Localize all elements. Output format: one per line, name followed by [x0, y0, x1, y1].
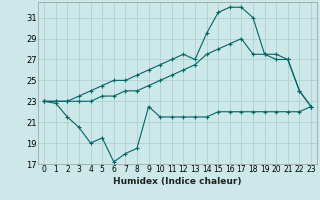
X-axis label: Humidex (Indice chaleur): Humidex (Indice chaleur) — [113, 177, 242, 186]
